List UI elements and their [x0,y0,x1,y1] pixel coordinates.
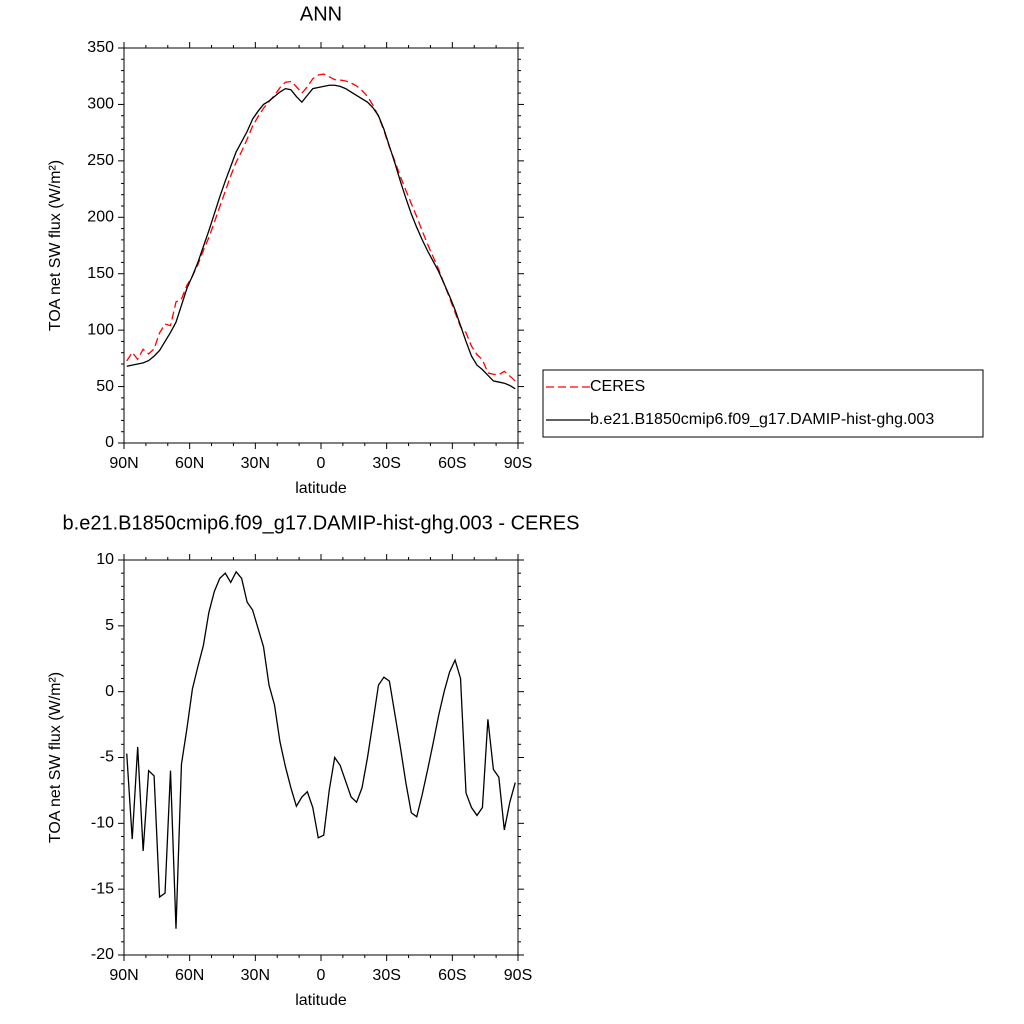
legend-box [542,369,984,438]
y-tick-label: 250 [87,152,114,169]
y-tick-label: 100 [87,321,114,338]
x-axis-label: latitude [295,992,347,1009]
y-tick-label: 300 [87,96,114,113]
x-tick-label: 60S [438,967,466,984]
y-tick-label: -15 [91,880,114,897]
x-tick-label: 0 [317,455,326,472]
x-tick-label: 30S [372,967,400,984]
x-tick-label: 60N [175,967,204,984]
y-tick-label: 150 [87,265,114,282]
x-tick-label: 0 [317,967,326,984]
plot-frame [123,47,519,444]
y-axis-label: TOA net SW flux (W/m²) [47,160,64,331]
data-line [126,570,516,929]
y-tick-label: 350 [87,39,114,56]
x-tick-label: 90S [504,455,532,472]
y-tick-label: 5 [105,617,114,634]
legend-label: b.e21.B1850cmip6.f09_g17.DAMIP-hist-ghg.… [590,411,934,428]
chart-title: ANN [300,3,342,25]
x-tick-label: 30S [372,455,400,472]
x-tick-label: 90N [109,455,138,472]
data-line [126,84,516,390]
y-axis-label: TOA net SW flux (W/m²) [47,672,64,843]
y-tick-label: 200 [87,209,114,226]
x-tick-label: 60S [438,455,466,472]
y-tick-label: -10 [91,815,114,832]
x-tick-label: 60N [175,455,204,472]
y-tick-label: 50 [96,378,114,395]
y-tick-label: 0 [105,683,114,700]
y-tick-label: 0 [105,434,114,451]
x-axis-label: latitude [295,480,347,497]
data-line [126,73,516,382]
x-tick-label: 90S [504,967,532,984]
x-tick-label: 30N [241,455,270,472]
x-tick-label: 30N [241,967,270,984]
y-tick-label: -5 [100,749,114,766]
legend-label: CERES [590,378,645,395]
y-tick-label: 10 [96,551,114,568]
chart-title: b.e21.B1850cmip6.f09_g17.DAMIP-hist-ghg.… [63,512,580,534]
y-tick-label: -20 [91,946,114,963]
x-tick-label: 90N [109,967,138,984]
